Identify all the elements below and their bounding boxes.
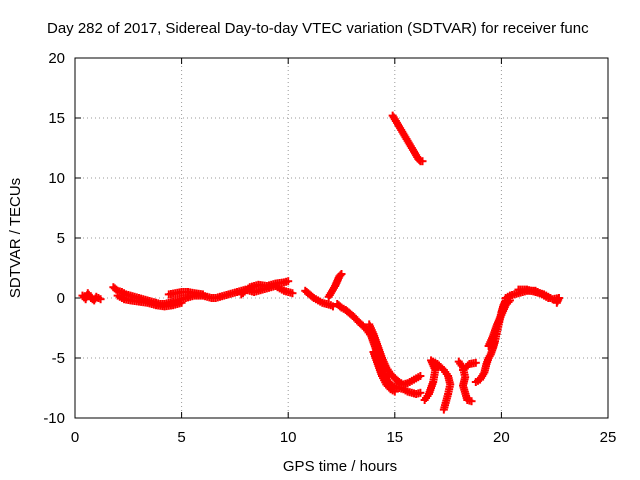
data-point	[336, 271, 345, 280]
y-tick-label: -10	[43, 410, 65, 427]
data-point	[328, 302, 337, 311]
plot-frame	[74, 57, 609, 419]
y-tick-label: 10	[48, 170, 65, 187]
y-tick-label: 20	[48, 50, 65, 67]
data-point	[288, 289, 297, 298]
data-point	[96, 295, 105, 304]
data-point	[471, 358, 480, 367]
x-axis-label: GPS time / hours	[283, 458, 397, 475]
x-tick-label: 20	[493, 429, 510, 446]
data-point	[284, 277, 293, 286]
data-points	[78, 111, 563, 414]
y-tick-label: 15	[48, 110, 65, 127]
x-tick-label: 15	[386, 429, 403, 446]
data-point	[416, 388, 425, 397]
grid	[75, 58, 608, 418]
chart-title: Day 282 of 2017, Sidereal Day-to-day VTE…	[47, 20, 589, 37]
y-tick-label: 0	[57, 290, 65, 307]
x-tick-label: 5	[177, 429, 185, 446]
data-point	[337, 270, 346, 278]
x-tick-label: 10	[280, 429, 297, 446]
data-point	[416, 372, 425, 380]
data-point	[198, 290, 207, 299]
data-point	[467, 397, 476, 406]
data-point	[418, 157, 427, 166]
y-tick-label: 5	[57, 230, 65, 247]
data-point	[390, 387, 399, 396]
y-axis-label: SDTVAR / TECUs	[7, 178, 24, 298]
axis-ticks: 0 5 10 15 20 25 -10 -5 0 5 10 15 20	[43, 50, 616, 446]
data-point	[177, 298, 186, 307]
data-point	[552, 298, 561, 307]
data-point	[439, 405, 448, 414]
x-tick-label: 25	[600, 429, 617, 446]
x-tick-label: 0	[71, 429, 79, 446]
y-tick-label: -5	[52, 350, 65, 367]
